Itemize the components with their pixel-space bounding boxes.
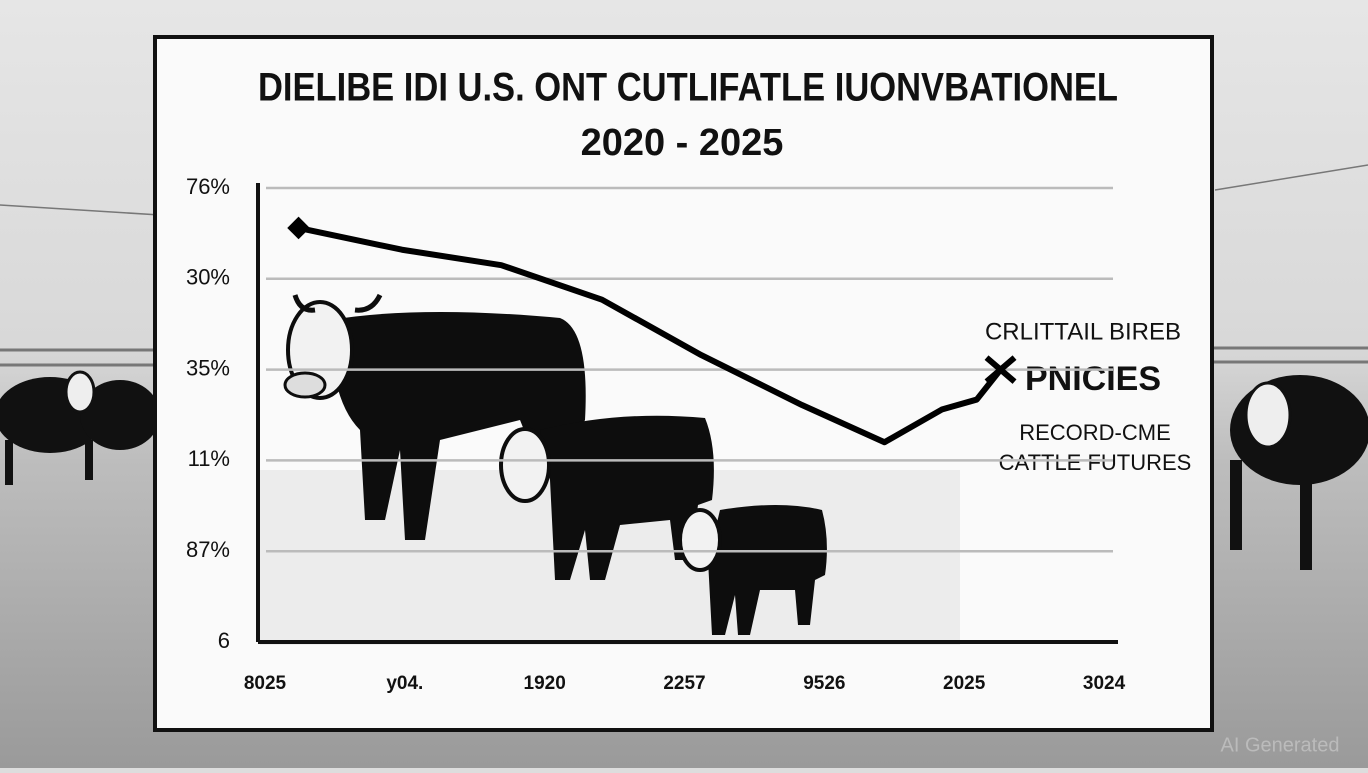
y-tick-label: 11% bbox=[188, 446, 230, 471]
annotation: RECORD-CME bbox=[1019, 420, 1171, 445]
annotation: PNICIES bbox=[1025, 360, 1161, 398]
x-tick-label: y04. bbox=[386, 673, 423, 694]
fence bbox=[0, 164, 1368, 367]
annotation: CATTLE FUTURES bbox=[999, 450, 1192, 475]
y-tick-label: 76% bbox=[186, 174, 230, 199]
chart-subtitle: 2020 - 2025 bbox=[581, 122, 784, 164]
y-tick-label: 35% bbox=[186, 355, 230, 380]
y-tick-label: 6 bbox=[218, 628, 230, 653]
watermark: AI Generated bbox=[1221, 734, 1340, 756]
annotation: CRLITTAIL BIREB bbox=[985, 318, 1181, 345]
y-tick-label: 87% bbox=[186, 537, 230, 562]
x-tick-label: 2025 bbox=[943, 673, 986, 694]
chart-title: DIELIBE IDI U.S. ONT CUTLIFATLE IUONVBAT… bbox=[258, 66, 1118, 110]
x-tick-label: 8025 bbox=[244, 673, 287, 694]
data-line bbox=[297, 225, 1003, 446]
bg-cows bbox=[0, 370, 1368, 570]
x-tick-label: 1920 bbox=[524, 673, 566, 694]
x-tick-label: 3024 bbox=[1083, 673, 1126, 694]
end-marker bbox=[984, 355, 1017, 384]
y-tick-label: 30% bbox=[186, 265, 230, 290]
x-tick-label: 2257 bbox=[663, 673, 705, 694]
x-tick-label: 9526 bbox=[803, 673, 845, 694]
